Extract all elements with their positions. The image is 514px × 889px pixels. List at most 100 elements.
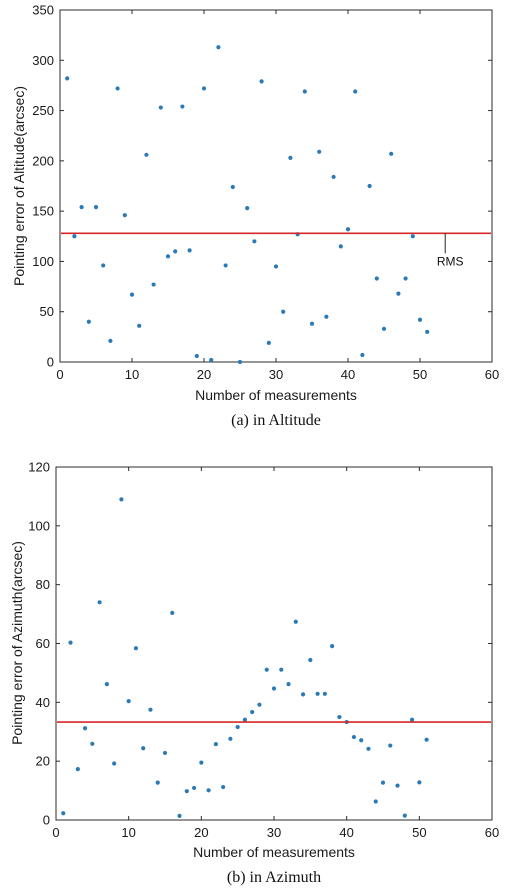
data-point xyxy=(403,276,408,281)
data-point xyxy=(242,717,248,722)
data-point xyxy=(129,292,135,297)
data-point xyxy=(158,105,163,110)
data-point xyxy=(72,234,77,239)
data-point xyxy=(345,227,351,232)
data-point xyxy=(257,702,262,707)
data-point xyxy=(177,813,182,818)
x-ticks: 0 10 20 30 40 50 60 xyxy=(52,467,499,840)
data-point xyxy=(279,667,284,672)
caption: (b) in Azimuth xyxy=(227,869,321,886)
y-tick-label: 0 xyxy=(47,355,54,370)
data-point xyxy=(184,789,189,794)
data-point xyxy=(162,750,168,756)
data-point xyxy=(395,783,400,788)
data-point xyxy=(148,707,153,712)
data-point xyxy=(201,86,207,91)
x-tick-label: 30 xyxy=(269,367,283,382)
data-point xyxy=(82,726,88,731)
data-point xyxy=(286,681,291,687)
data-point xyxy=(199,760,204,765)
y-tick-label: 60 xyxy=(36,636,50,651)
x-tick-label: 20 xyxy=(194,825,208,840)
data-point xyxy=(137,323,142,328)
data-point xyxy=(108,338,113,343)
data-point xyxy=(133,646,139,651)
data-point xyxy=(425,329,430,334)
data-point xyxy=(402,813,407,818)
x-axis-label: Number of measurements xyxy=(193,844,355,860)
data-point xyxy=(424,737,429,742)
x-tick-label: 10 xyxy=(121,825,135,840)
y-tick-label: 350 xyxy=(32,3,54,18)
x-tick-label: 10 xyxy=(125,367,139,382)
data-point xyxy=(331,174,336,180)
data-point xyxy=(180,104,185,109)
data-point xyxy=(381,326,387,331)
data-point xyxy=(302,89,307,94)
data-point xyxy=(351,734,357,740)
data-point xyxy=(264,667,269,672)
y-tick-label: 300 xyxy=(32,53,54,68)
x-axis-label: Number of measurements xyxy=(195,387,357,403)
data-point xyxy=(155,780,160,785)
data-point xyxy=(165,254,171,259)
data-point xyxy=(141,746,146,751)
rms-label: RMS xyxy=(437,254,464,268)
data-point xyxy=(187,248,192,253)
data-point xyxy=(417,780,422,785)
data-point xyxy=(221,784,226,790)
data-point xyxy=(90,741,95,746)
data-point xyxy=(315,691,320,696)
data-point xyxy=(338,244,343,249)
y-tick-label: 50 xyxy=(40,304,54,319)
data-point xyxy=(367,183,372,189)
y-tick-label: 40 xyxy=(36,695,50,710)
y-tick-label: 100 xyxy=(32,254,54,269)
data-points xyxy=(61,497,429,818)
x-tick-label: 30 xyxy=(267,825,281,840)
data-point xyxy=(380,780,386,785)
data-point xyxy=(79,205,84,210)
data-points xyxy=(65,45,430,365)
data-point xyxy=(259,79,264,84)
data-point xyxy=(250,709,255,715)
data-point xyxy=(68,640,73,645)
data-point xyxy=(213,742,218,747)
y-tick-label: 0 xyxy=(43,813,50,828)
data-point xyxy=(216,45,221,50)
data-point xyxy=(317,149,322,154)
y-ticks: 0 20 40 60 80 100 120 xyxy=(28,460,492,828)
data-point xyxy=(252,239,257,244)
data-point xyxy=(359,738,364,743)
data-point xyxy=(337,714,342,720)
data-point xyxy=(360,352,365,358)
x-tick-label: 20 xyxy=(197,367,211,382)
y-tick-label: 150 xyxy=(32,204,54,219)
data-point xyxy=(86,319,91,324)
data-point xyxy=(396,291,401,296)
data-point xyxy=(245,206,250,211)
data-point xyxy=(101,263,106,268)
data-point xyxy=(144,152,149,157)
data-point xyxy=(122,213,127,218)
y-tick-label: 80 xyxy=(36,577,50,592)
data-point xyxy=(293,619,298,624)
data-point xyxy=(151,282,156,287)
data-point xyxy=(309,321,315,326)
y-tick-label: 200 xyxy=(32,153,54,168)
x-tick-label: 40 xyxy=(339,825,353,840)
data-point xyxy=(61,811,66,816)
azimuth-chart: 0 10 20 30 40 50 60 0 20 40 60 80 100 120 Number of … xyxy=(9,460,499,887)
data-point xyxy=(281,309,286,314)
data-point xyxy=(373,799,378,804)
y-ticks: 0 50 100 150 200 250 300 350 xyxy=(32,3,492,370)
data-point xyxy=(194,353,199,359)
data-point xyxy=(353,89,358,94)
data-point xyxy=(75,767,80,772)
data-point xyxy=(271,686,277,691)
y-axis-label: Pointing error of Azimuth(arcsec) xyxy=(9,541,25,745)
data-point xyxy=(209,357,214,363)
caption: (a) in Altitude xyxy=(231,412,321,429)
